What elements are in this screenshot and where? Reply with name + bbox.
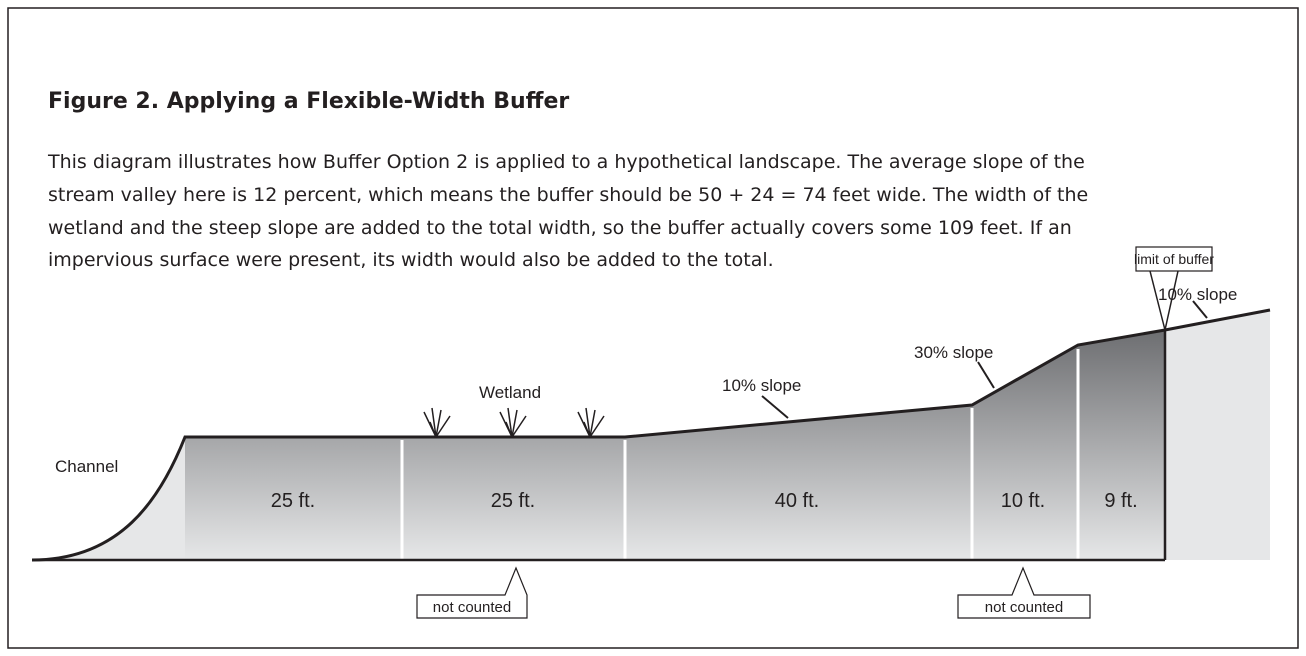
wetland-plants	[424, 408, 604, 437]
segment-label: 9 ft.	[1104, 490, 1137, 512]
paragraph-line: impervious surface were present, its wid…	[48, 249, 774, 271]
segment-label: 40 ft.	[775, 490, 819, 512]
segment-label: 10 ft.	[1001, 490, 1045, 512]
title: Figure 2. Applying a Flexible-Width Buff…	[48, 89, 569, 114]
paragraph-line: stream valley here is 12 percent, which …	[48, 184, 1088, 206]
paragraph-line: wetland and the steep slope are added to…	[48, 217, 1072, 239]
buffer-fill	[185, 330, 1165, 560]
slope-label: 30% slope	[914, 343, 993, 362]
figure: Figure 2. Applying a Flexible-Width Buff…	[0, 0, 1306, 656]
slope-label: 10% slope	[722, 376, 801, 395]
slope-label: 10% slope	[1158, 285, 1237, 304]
paragraph-line: This diagram illustrates how Buffer Opti…	[47, 151, 1085, 173]
callout-label: not counted	[985, 599, 1063, 616]
limit-label: limit of buffer	[1134, 251, 1214, 267]
channel-label: Channel	[55, 457, 118, 476]
callout-label: not counted	[433, 599, 511, 616]
outside-fill	[1165, 310, 1270, 560]
segment-label: 25 ft.	[491, 490, 535, 512]
wetland-label: Wetland	[479, 383, 541, 402]
segment-label: 25 ft.	[271, 490, 315, 512]
